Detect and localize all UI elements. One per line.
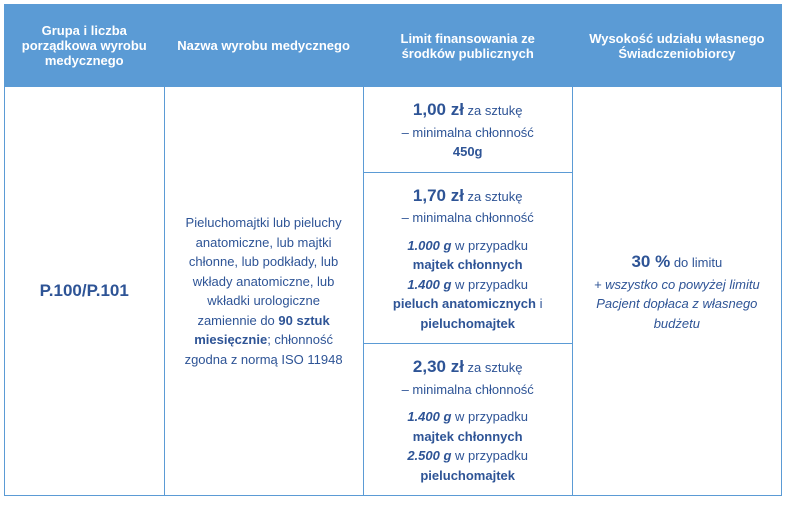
share-note: + wszystko co powyżej limitu Pacjent dop… xyxy=(583,275,771,334)
limit-row-2: 1,70 zł za sztukę – minimalna chłonność … xyxy=(364,172,572,344)
table-header-row: Grupa i liczba porządkowa wyrobu medyczn… xyxy=(5,5,782,87)
product-code: P.100/P.101 xyxy=(40,281,129,300)
limit-1: 1,00 zł za sztukę – minimalna chłonność … xyxy=(364,87,572,172)
header-col-group: Grupa i liczba porządkowa wyrobu medyczn… xyxy=(5,5,165,87)
limit-row-3: 2,30 zł za sztukę – minimalna chłonność … xyxy=(364,344,572,496)
limit-3-sub: – minimalna chłonność xyxy=(402,382,534,397)
limit-3-price: 2,30 zł xyxy=(413,357,464,376)
limit-2-w1: 1.000 g xyxy=(407,238,451,253)
desc-pre: Pieluchomajtki lub pieluchy anatomiczne,… xyxy=(186,215,342,328)
header-col-name: Nazwa wyrobu medycznego xyxy=(164,5,363,87)
header-col-limit: Limit finansowania ze środków publicznyc… xyxy=(363,5,572,87)
cell-code: P.100/P.101 xyxy=(5,87,165,496)
cell-share: 30 % do limitu + wszystko co powyżej lim… xyxy=(572,87,781,496)
limit-1-price: 1,00 zł xyxy=(413,100,464,119)
limit-3-w1: 1.400 g xyxy=(407,409,451,424)
limit-2-sub: – minimalna chłonność xyxy=(402,210,534,225)
limit-2: 1,70 zł za sztukę – minimalna chłonność … xyxy=(364,172,572,344)
limit-2-per: za sztukę xyxy=(464,189,523,204)
limit-2-b2b: pieluchomajtek xyxy=(420,316,515,331)
limit-3-t2: w przypadku xyxy=(451,448,528,463)
share-line: 30 % do limitu xyxy=(583,249,771,275)
limit-1-per: za sztukę xyxy=(464,103,523,118)
table-body-row: P.100/P.101 Pieluchomajtki lub pieluchy … xyxy=(5,87,782,496)
limit-1-sub: – minimalna chłonność xyxy=(402,125,534,140)
limit-3-b1: majtek chłonnych xyxy=(413,429,523,444)
limits-stack: 1,00 zł za sztukę – minimalna chłonność … xyxy=(364,87,572,495)
limit-2-price: 1,70 zł xyxy=(413,186,464,205)
share-pct: 30 % xyxy=(631,252,670,271)
limit-2-t1: w przypadku xyxy=(451,238,528,253)
limit-1-weight: 450g xyxy=(453,144,483,159)
header-col-share: Wysokość udziału własnego Świadczeniobio… xyxy=(572,5,781,87)
limit-2-b2a: pieluch anatomicznych xyxy=(393,296,536,311)
limit-3-b2: pieluchomajtek xyxy=(420,468,515,483)
funding-table: Grupa i liczba porządkowa wyrobu medyczn… xyxy=(4,4,782,496)
limit-row-1: 1,00 zł za sztukę – minimalna chłonność … xyxy=(364,87,572,172)
limit-3-w2: 2.500 g xyxy=(407,448,451,463)
cell-description: Pieluchomajtki lub pieluchy anatomiczne,… xyxy=(164,87,363,496)
limit-3-per: za sztukę xyxy=(464,360,523,375)
limit-2-w2: 1.400 g xyxy=(407,277,451,292)
limit-2-b1: majtek chłonnych xyxy=(413,257,523,272)
limit-3: 2,30 zł za sztukę – minimalna chłonność … xyxy=(364,344,572,496)
share-pct-suffix: do limitu xyxy=(670,255,722,270)
product-description: Pieluchomajtki lub pieluchy anatomiczne,… xyxy=(175,213,353,369)
limit-2-and: i xyxy=(536,296,543,311)
cell-limits: 1,00 zł za sztukę – minimalna chłonność … xyxy=(363,87,572,496)
limit-2-t2: w przypadku xyxy=(451,277,528,292)
limit-3-t1: w przypadku xyxy=(451,409,528,424)
